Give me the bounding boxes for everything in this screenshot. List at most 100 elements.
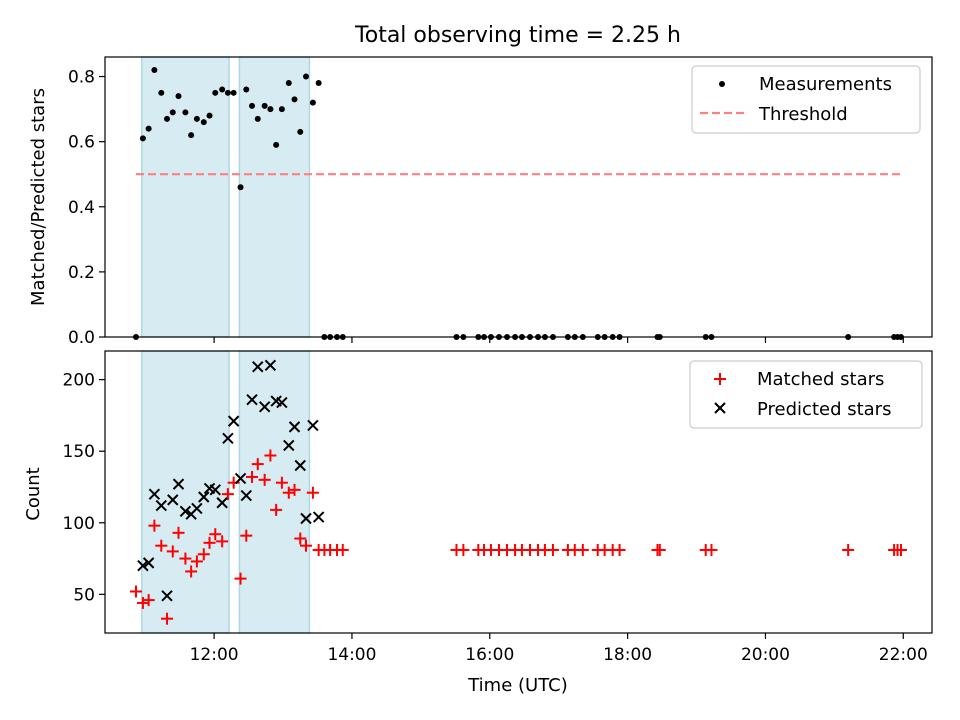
matched-star-point	[209, 528, 222, 541]
matched-star-point	[179, 552, 192, 565]
bottom-axes-frame	[104, 350, 933, 634]
measurement-point	[139, 135, 146, 142]
measurement-point	[297, 128, 304, 135]
measurement-point	[151, 67, 158, 74]
matched-star-point	[282, 486, 295, 499]
matched-star-point	[240, 529, 253, 542]
matched-star-point	[148, 519, 161, 532]
matched-star-point	[234, 572, 247, 585]
measurement-point	[169, 109, 176, 116]
matched-star-point	[185, 565, 198, 578]
top-axes-frame	[104, 56, 933, 338]
predicted-star-point	[240, 489, 252, 502]
predicted-star-point	[191, 502, 203, 515]
measurement-point	[200, 119, 207, 126]
x-tick-label: 20:00	[741, 645, 790, 665]
y-tick-label: 150	[63, 442, 95, 462]
predicted-star-point	[155, 499, 167, 512]
measurement-point	[249, 102, 256, 109]
matched-star-point	[136, 596, 149, 609]
top-panel: 0.00.20.40.60.8 Matched/Predicted stars …	[28, 56, 933, 348]
measurement-point	[278, 106, 285, 113]
matched-star-point	[264, 449, 277, 462]
matched-star-point	[653, 543, 666, 556]
predicted-star-point	[137, 560, 149, 572]
matched-star-point	[172, 526, 185, 539]
matched-star-point	[216, 535, 229, 548]
bottom-panel: 50 100 150 200 12:00 14:00 16:00 18:00 20:00 22:…	[23, 350, 933, 696]
measurement-point	[158, 89, 165, 96]
top-shaded-intervals	[141, 56, 311, 338]
top-y-ticks: 0.0 0.2 0.4 0.6 0.8	[68, 68, 105, 348]
y-tick-label: 0.0	[68, 328, 95, 348]
top-x-ticks	[213, 337, 904, 343]
matched-star-point	[270, 503, 283, 516]
predicted-star-point	[264, 359, 277, 372]
predicted-star-point	[142, 557, 155, 569]
measurement-point	[291, 96, 298, 103]
measurement-point	[230, 89, 237, 96]
matched-star-point	[613, 543, 626, 556]
bottom-legend-box	[689, 360, 923, 429]
measurement-point	[237, 184, 244, 191]
matched-star-point	[576, 543, 589, 556]
measurement-point	[309, 99, 316, 106]
predicted-star-point	[167, 494, 179, 506]
top-legend: Measurements Threshold	[691, 65, 921, 134]
legend-marker-measurements	[719, 81, 725, 87]
matched-star-point	[894, 543, 907, 556]
top-y-axis-label: Matched/Predicted stars	[28, 88, 49, 306]
x-tick-label: 14:00	[327, 645, 376, 665]
measurement-point	[145, 125, 152, 132]
legend-marker-predicted	[714, 402, 726, 414]
predicted-star-point	[276, 396, 288, 409]
matched-star-point	[275, 476, 288, 489]
x-tick-label: 12:00	[190, 645, 239, 665]
x-axis-label: Time (UTC)	[467, 675, 568, 696]
predicted-star-point	[172, 478, 185, 490]
matched-star-point	[457, 543, 470, 556]
legend-label-measurements: Measurements	[759, 74, 892, 95]
predicted-star-point	[246, 393, 258, 406]
y-tick-label: 0.4	[68, 198, 95, 218]
y-tick-label: 200	[63, 371, 95, 391]
matched-star-point	[546, 543, 559, 556]
measurement-point	[206, 112, 213, 119]
matched-star-point	[161, 612, 174, 625]
matched-star-point	[288, 483, 301, 496]
bottom-legend: Matched stars Predicted stars	[689, 360, 923, 429]
bottom-x-ticks: 12:00 14:00 16:00 18:00 20:00 22:00	[190, 633, 928, 665]
predicted-star-point	[198, 491, 210, 503]
measurement-point	[224, 89, 231, 96]
predicted-star-point	[222, 432, 234, 445]
x-tick-label: 16:00	[465, 645, 514, 665]
measurement-point	[212, 89, 219, 96]
predicted-star-point	[161, 590, 173, 602]
shaded-interval	[141, 56, 230, 338]
predicted-star-point	[288, 421, 301, 433]
matched-star-point	[190, 555, 203, 568]
top-legend-box	[691, 65, 921, 134]
measurement-point	[254, 115, 261, 122]
y-tick-label: 100	[63, 514, 95, 534]
matched-star-point	[705, 543, 718, 556]
measurement-point	[188, 132, 195, 139]
matched-star-point	[842, 543, 855, 556]
predicted-star-point	[258, 401, 271, 413]
matched-star-point	[300, 539, 313, 552]
chart-title: Total observing time = 2.25 h	[354, 23, 681, 48]
predicted-star-point	[227, 415, 240, 427]
x-tick-label: 22:00	[879, 645, 928, 665]
legend-label-predicted: Predicted stars	[757, 399, 891, 420]
measurement-point	[164, 115, 171, 122]
legend-label-matched: Matched stars	[757, 369, 884, 390]
y-tick-label: 0.8	[68, 68, 95, 88]
predicted-star-point	[300, 512, 312, 525]
matched-star-point	[336, 543, 349, 556]
matched-star-point	[221, 488, 234, 501]
predicted-star-point	[294, 459, 306, 472]
y-tick-label: 50	[73, 585, 95, 605]
predicted-star-point	[283, 439, 295, 452]
legend-marker-matched	[714, 373, 726, 385]
